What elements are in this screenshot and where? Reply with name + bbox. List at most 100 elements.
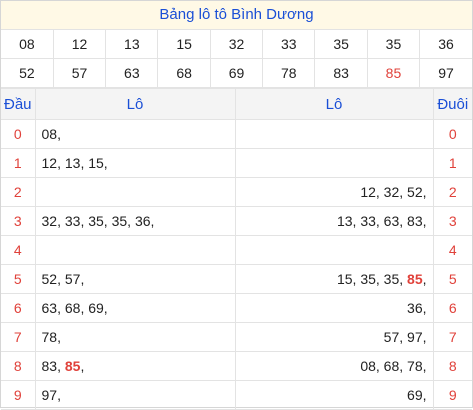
lo-by-head: 08,	[34, 119, 236, 149]
loto-number: 12	[41, 155, 58, 171]
loto-row: 7 78, 57, 97, 7	[1, 322, 472, 352]
loto-number: 35	[383, 271, 400, 287]
loto-number: 52	[407, 184, 423, 200]
loto-number: 68	[64, 300, 81, 316]
result-number: 52	[1, 58, 54, 88]
loto-number: 85	[407, 271, 423, 287]
loto-number: 35	[360, 271, 376, 287]
loto-number: 33	[64, 213, 81, 229]
loto-row: 1 12, 13, 15, 1	[1, 148, 472, 178]
loto-number: 69	[88, 300, 104, 316]
result-number: 33	[262, 30, 316, 59]
loto-row: 3 32, 33, 35, 35, 36, 13, 33, 63, 83, 3	[1, 206, 472, 236]
lo-by-head: 63, 68, 69,	[34, 293, 236, 323]
result-number: 32	[209, 30, 264, 59]
lo-by-tail: 13, 33, 63, 83,	[234, 206, 434, 236]
loto-number: 57	[383, 329, 400, 345]
lo-by-head: 32, 33, 35, 35, 36,	[34, 206, 236, 236]
result-number: 78	[262, 58, 316, 88]
lo-by-head: 78,	[34, 322, 236, 352]
loto-number: 08	[360, 358, 376, 374]
lo-by-tail: 36,	[234, 293, 434, 323]
results-grid: 08 12 13 15 32 33 35 35 36 52 57 63 68 69 78 83 85 97	[1, 30, 472, 88]
lo-by-head	[34, 235, 236, 265]
loto-number: 32	[383, 184, 400, 200]
loto-row: 2 12, 32, 52, 2	[1, 177, 472, 207]
duoi-digit: 0	[432, 119, 472, 149]
result-number: 57	[52, 58, 107, 88]
result-number: 08	[1, 30, 54, 59]
header-lo-left: Lô	[34, 88, 236, 120]
lo-by-head: 12, 13, 15,	[34, 148, 236, 178]
loto-number: 97	[41, 387, 58, 403]
results-row: 08 12 13 15 32 33 35 35 36	[1, 30, 472, 59]
loto-number: 85	[64, 358, 81, 374]
dau-digit: 7	[1, 322, 36, 352]
loto-number: 15	[336, 271, 353, 287]
lo-by-tail: 08, 68, 78,	[234, 351, 434, 381]
loto-number: 35	[88, 213, 104, 229]
loto-row: 0 08, 0	[1, 119, 472, 149]
duoi-digit: 7	[432, 322, 472, 352]
duoi-digit: 2	[432, 177, 472, 207]
loto-number: 69	[407, 387, 423, 403]
dau-digit: 6	[1, 293, 36, 323]
result-number: 85	[366, 58, 421, 88]
loto-number: 12	[360, 184, 376, 200]
loto-number: 33	[360, 213, 376, 229]
loto-header-row: Đầu Lô Lô Đuôi	[1, 88, 472, 120]
lo-by-tail: 57, 97,	[234, 322, 434, 352]
dau-digit: 1	[1, 148, 36, 178]
result-number: 35	[366, 30, 421, 59]
dau-digit: 3	[1, 206, 36, 236]
loto-number: 68	[383, 358, 400, 374]
loto-row: 6 63, 68, 69, 36, 6	[1, 293, 472, 323]
loto-number: 08	[41, 126, 58, 142]
loto-number: 32	[41, 213, 58, 229]
duoi-digit: 5	[432, 264, 472, 294]
loto-number: 13	[64, 155, 81, 171]
duoi-digit: 8	[432, 351, 472, 381]
loto-number: 83	[41, 358, 58, 374]
dau-digit: 9	[1, 380, 36, 410]
board-title: Bảng lô tô Bình Dương	[1, 1, 472, 30]
header-lo-right: Lô	[234, 88, 434, 120]
result-number: 13	[105, 30, 159, 59]
lo-by-head	[34, 177, 236, 207]
loto-number: 36	[134, 213, 151, 229]
header-duoi: Đuôi	[432, 88, 472, 120]
loto-number: 57	[64, 271, 81, 287]
loto-number: 13	[336, 213, 353, 229]
result-number: 63	[105, 58, 159, 88]
duoi-digit: 9	[432, 380, 472, 410]
loto-number: 15	[88, 155, 104, 171]
lo-by-head: 97,	[34, 380, 236, 410]
result-number: 35	[314, 30, 368, 59]
lo-by-tail	[234, 148, 434, 178]
duoi-digit: 1	[432, 148, 472, 178]
loto-number: 83	[407, 213, 423, 229]
result-number: 69	[209, 58, 264, 88]
results-row: 52 57 63 68 69 78 83 85 97	[1, 58, 472, 88]
loto-number: 63	[383, 213, 400, 229]
result-number: 97	[419, 58, 472, 88]
loto-number: 63	[41, 300, 58, 316]
lo-by-tail	[234, 235, 434, 265]
dau-digit: 5	[1, 264, 36, 294]
dau-digit: 8	[1, 351, 36, 381]
lo-by-tail: 12, 32, 52,	[234, 177, 434, 207]
lo-by-tail: 15, 35, 35, 85,	[234, 264, 434, 294]
loto-number: 52	[41, 271, 58, 287]
duoi-digit: 3	[432, 206, 472, 236]
loto-row: 9 97, 69, 9	[1, 380, 472, 410]
loto-table: Đầu Lô Lô Đuôi 0 08, 0 1 12, 13, 15, 1 2 12, …	[1, 88, 472, 410]
result-number: 36	[419, 30, 472, 59]
result-number: 15	[157, 30, 211, 59]
lo-by-tail	[234, 119, 434, 149]
lo-by-head: 52, 57,	[34, 264, 236, 294]
dau-digit: 4	[1, 235, 36, 265]
loto-number: 78	[407, 358, 423, 374]
loto-row: 8 83, 85, 08, 68, 78, 8	[1, 351, 472, 381]
